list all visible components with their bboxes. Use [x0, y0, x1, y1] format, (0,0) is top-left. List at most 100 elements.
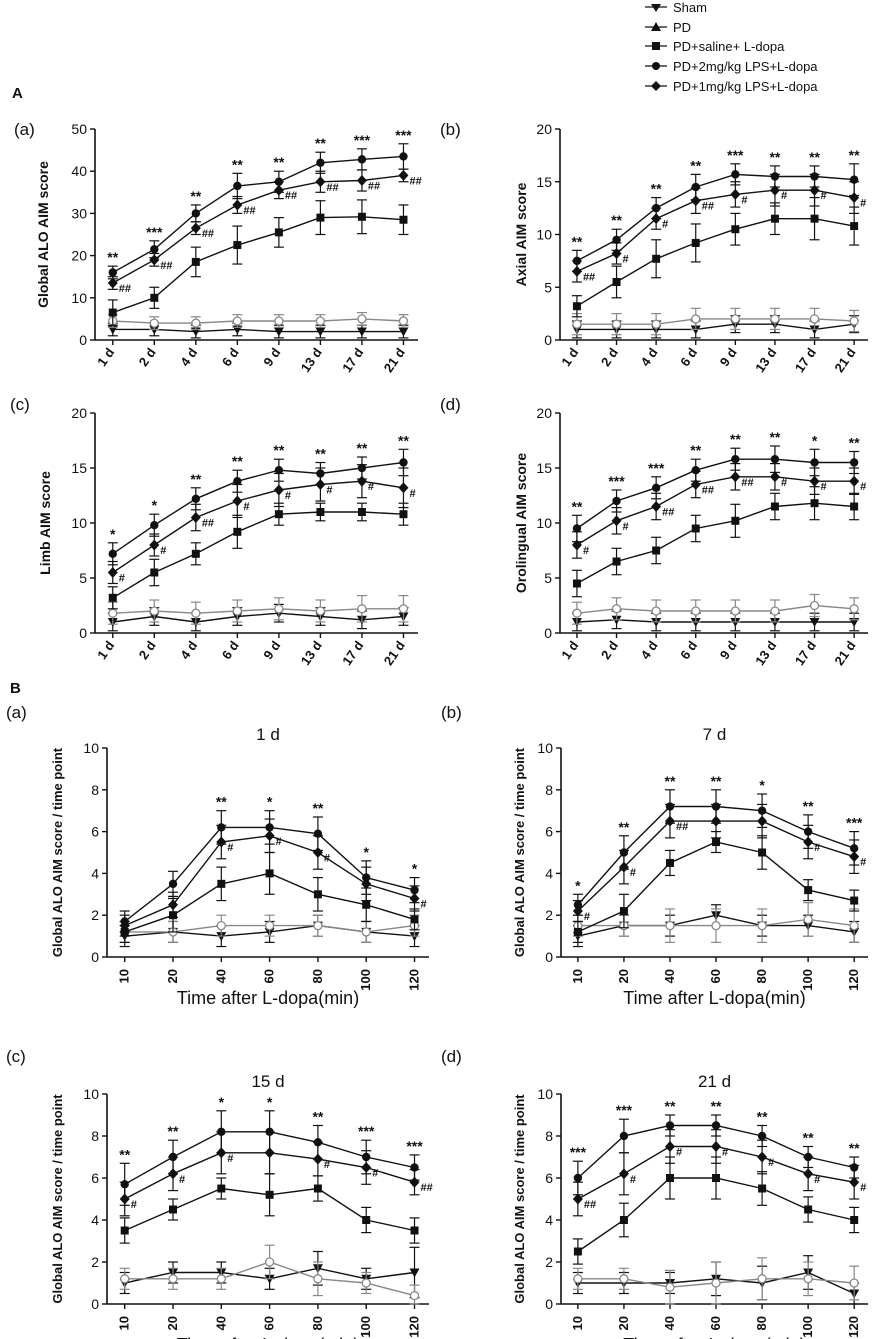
- significance-star: **: [618, 819, 629, 835]
- significance-star: *: [219, 1094, 225, 1110]
- marker-circle-open: [803, 1274, 813, 1284]
- marker-circle-open: [149, 606, 159, 616]
- y-tick-label: 0: [91, 1296, 99, 1312]
- y-axis-label: Global ALO AIM score / time point: [50, 1094, 65, 1304]
- marker-circle-open: [149, 318, 159, 328]
- x-tick-label: 6 d: [677, 638, 700, 662]
- significance-star: **: [849, 435, 860, 451]
- chart-title: 7 d: [703, 725, 727, 744]
- marker-square: [731, 516, 740, 525]
- marker-diamond: [809, 184, 820, 196]
- series-diamond: [571, 173, 860, 283]
- marker-square: [770, 214, 779, 223]
- marker-square: [712, 838, 721, 847]
- significance-star: ***: [146, 224, 163, 240]
- significance-hash: ##: [285, 190, 297, 202]
- significance-star: **: [232, 156, 243, 172]
- marker-square: [665, 1174, 674, 1182]
- significance-hash: #: [227, 842, 233, 854]
- marker-diamond: [273, 184, 284, 196]
- significance-hash: #: [821, 190, 827, 202]
- series-circle-open: [107, 311, 409, 331]
- marker-square: [652, 254, 661, 263]
- marker-square: [612, 557, 621, 566]
- marker-diamond: [119, 1193, 130, 1205]
- marker-diamond: [690, 195, 701, 207]
- marker-diamond: [757, 815, 768, 827]
- marker-square: [712, 1174, 721, 1182]
- significance-star: **: [803, 1130, 814, 1146]
- significance-star: **: [571, 498, 582, 514]
- marker-circle: [233, 477, 242, 486]
- y-tick-label: 10: [536, 227, 552, 243]
- y-tick-label: 10: [83, 1086, 99, 1102]
- significance-star: ***: [846, 815, 863, 831]
- significance-hash: #: [860, 481, 866, 493]
- significance-hash: ##: [202, 518, 214, 530]
- significance-hash: #: [285, 490, 291, 502]
- marker-circle-open: [264, 921, 275, 931]
- significance-star: *: [267, 794, 273, 810]
- marker-circle: [731, 170, 740, 179]
- significance-hash: #: [372, 1168, 378, 1180]
- marker-circle: [651, 483, 661, 492]
- y-tick-label: 20: [536, 405, 552, 421]
- marker-circle-open: [757, 1274, 767, 1284]
- y-axis-label: Axial AIM score: [513, 182, 529, 286]
- significance-star: **: [690, 157, 701, 173]
- marker-diamond: [809, 475, 820, 487]
- marker-circle-open: [711, 921, 721, 931]
- marker-triangle-down: [398, 327, 409, 337]
- marker-square: [612, 277, 621, 286]
- significance-star: **: [107, 249, 118, 265]
- marker-circle-open: [730, 314, 740, 324]
- significance-star: **: [849, 147, 860, 163]
- legend-entry-sham: Sham: [645, 0, 707, 15]
- x-tick-label: 13 d: [752, 638, 779, 668]
- series-line: [576, 604, 855, 614]
- marker-square: [652, 546, 661, 555]
- x-tick-label: 100: [358, 1316, 373, 1338]
- marker-circle: [274, 466, 284, 475]
- marker-square: [758, 848, 767, 857]
- x-tick-label: 60: [262, 1316, 277, 1330]
- x-tick-label: 4 d: [177, 345, 200, 369]
- y-tick-label: 4: [545, 865, 553, 881]
- marker-square: [758, 1184, 767, 1193]
- y-tick-label: 4: [91, 865, 99, 881]
- significance-star: **: [803, 798, 814, 814]
- significance-hash: #: [421, 898, 427, 910]
- series-line: [576, 217, 855, 307]
- series-circle-open: [571, 307, 860, 336]
- series-line: [576, 189, 855, 273]
- significance-hash: #: [630, 1174, 636, 1186]
- x-tick-label: 6 d: [219, 638, 242, 662]
- marker-diamond: [168, 899, 179, 911]
- x-tick-label: 100: [800, 969, 815, 991]
- x-tick-label: 60: [708, 969, 723, 983]
- y-tick-label: 8: [91, 1128, 99, 1144]
- marker-circle: [399, 152, 408, 161]
- y-tick-label: 40: [71, 163, 87, 179]
- marker-square: [810, 499, 819, 508]
- marker-circle-open: [757, 921, 767, 931]
- legend-marker-triangle-down-shape: [651, 4, 661, 12]
- marker-square: [274, 510, 283, 519]
- marker-square: [357, 508, 366, 516]
- series-line: [576, 173, 855, 262]
- x-tick-label: 80: [754, 1316, 769, 1330]
- series-line: [112, 612, 404, 623]
- significance-hash: #: [623, 521, 629, 533]
- panel-label: (c): [6, 1047, 26, 1066]
- marker-diamond: [356, 475, 367, 487]
- legend-label-pd: PD: [673, 20, 691, 35]
- significance-star: **: [190, 471, 201, 487]
- x-tick-label: 6 d: [219, 345, 242, 369]
- series-square: [571, 196, 860, 318]
- x-tick-label: 20: [165, 969, 180, 983]
- marker-square: [410, 1226, 419, 1235]
- marker-diamond: [711, 815, 722, 827]
- marker-square: [572, 579, 581, 588]
- series-diamond: [107, 464, 409, 585]
